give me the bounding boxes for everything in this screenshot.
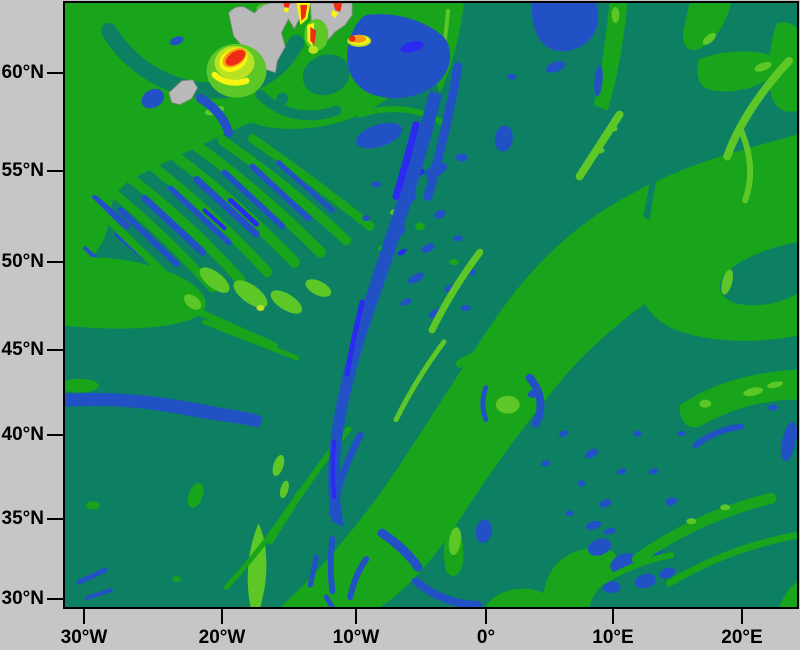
y-axis-tick xyxy=(47,170,63,172)
x-axis-tick xyxy=(83,609,85,624)
jet-and-eastern-green-mass xyxy=(224,96,797,607)
y-axis-tick-label: 60°N xyxy=(1,62,44,83)
x-axis-tick-label: 30°W xyxy=(60,627,108,648)
lower-left-features xyxy=(65,378,263,601)
x-axis-tick xyxy=(221,609,223,624)
landmass-main-west xyxy=(228,3,301,74)
x-axis-tick xyxy=(612,609,614,624)
x-axis-tick-label: 20°W xyxy=(198,627,246,648)
x-axis-tick-label: 10°E xyxy=(592,627,634,648)
contour-field-svg xyxy=(65,3,797,607)
y-axis-tick xyxy=(47,261,63,263)
y-axis-tick xyxy=(47,72,63,74)
x-axis-tick-label: 10°W xyxy=(332,627,380,648)
small-island xyxy=(168,79,199,106)
y-axis-tick xyxy=(47,598,63,600)
y-axis-tick-label: 55°N xyxy=(1,160,44,181)
y-axis-tick xyxy=(47,349,63,351)
x-axis-tick-label: 0° xyxy=(476,627,496,648)
x-axis-tick xyxy=(485,609,487,624)
x-axis-tick-label: 20°E xyxy=(721,627,763,648)
y-axis-tick-label: 30°N xyxy=(1,588,44,609)
y-axis-tick xyxy=(47,518,63,520)
top-right-bands xyxy=(433,3,797,204)
bottom-eddies xyxy=(377,347,797,607)
wave-train-filaments xyxy=(65,134,375,361)
x-axis-tick xyxy=(355,609,357,624)
y-axis-tick-label: 45°N xyxy=(1,339,44,360)
y-axis-tick-label: 50°N xyxy=(1,251,44,272)
y-axis-tick-label: 40°N xyxy=(1,424,44,445)
high-value-hotspots xyxy=(206,3,372,98)
y-axis-tick xyxy=(47,434,63,436)
map-plot-area xyxy=(63,1,799,609)
main-blue-filament xyxy=(323,3,603,607)
x-axis-tick xyxy=(741,609,743,624)
y-axis-tick-label: 35°N xyxy=(1,508,44,529)
land-masses xyxy=(168,3,353,106)
